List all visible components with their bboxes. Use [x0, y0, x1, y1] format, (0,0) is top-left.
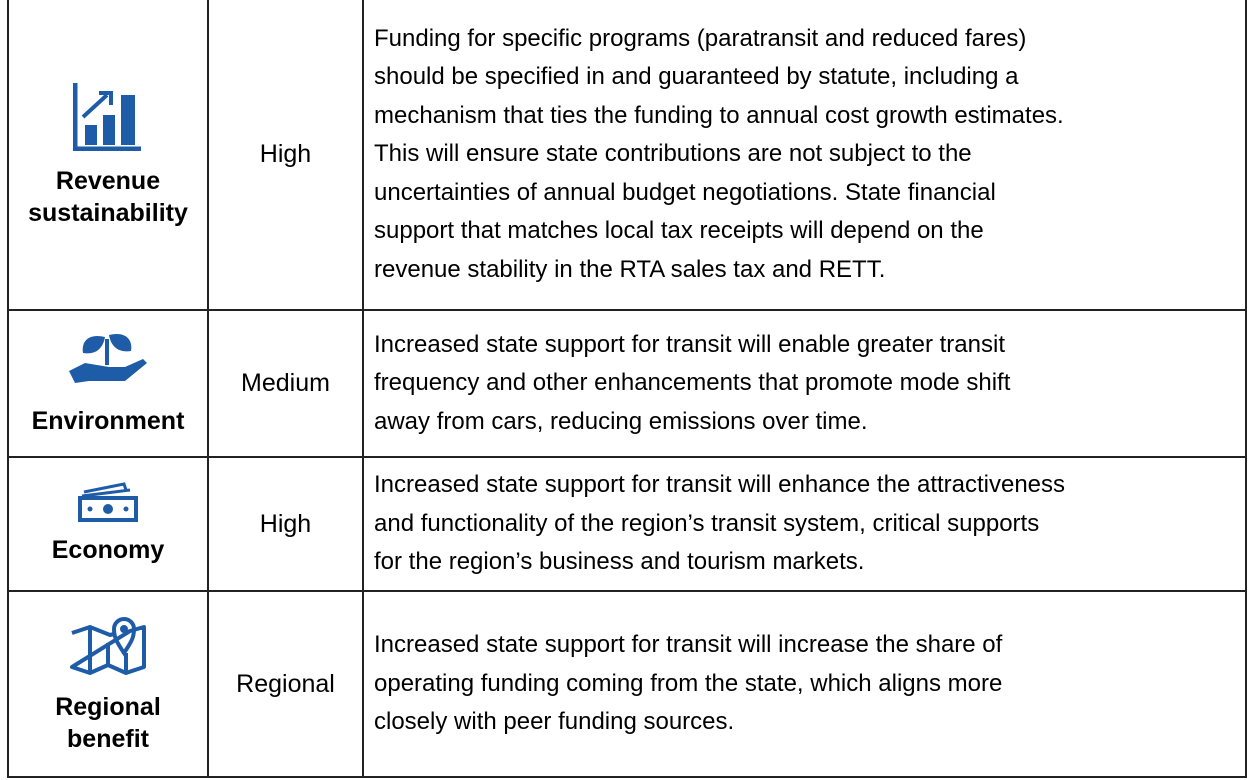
map-icon: [70, 617, 146, 675]
revenue-icon: [73, 82, 141, 151]
description-line: uncertainties of annual budget negotiati…: [374, 178, 996, 206]
table-row: Regional benefit Regional Increased stat…: [7, 590, 1247, 778]
description-cell: Increased state support for transit will…: [362, 590, 1247, 778]
description-line: closely with peer funding sources.: [374, 708, 735, 736]
description-cell: Increased state support for transit will…: [362, 309, 1247, 458]
category-cell: Economy: [7, 456, 209, 592]
category-cell: Environment: [7, 309, 209, 458]
rating-cell: Medium: [207, 309, 364, 458]
economy-icon: [78, 482, 138, 522]
description-line: Increased state support for transit will…: [374, 330, 1005, 358]
description-line: for the region’s business and tourism ma…: [374, 548, 865, 576]
description-line: This will ensure state contributions are…: [374, 140, 972, 168]
category-cell: Revenue sustainability: [7, 0, 209, 311]
table-row: Environment Medium Increased state suppo…: [7, 309, 1247, 458]
table-row: Revenue sustainability High Funding for …: [7, 0, 1247, 311]
category-label: Regional benefit: [55, 693, 161, 753]
description-line: revenue stability in the RTA sales tax a…: [374, 255, 886, 283]
description-line: frequency and other enhancements that pr…: [374, 369, 1011, 397]
description-line: and functionality of the region’s transi…: [374, 509, 1040, 537]
description-line: Increased state support for transit will…: [374, 471, 1066, 499]
environment-icon: [69, 333, 147, 383]
rating-cell: Regional: [207, 590, 364, 778]
category-label: Environment: [31, 406, 185, 435]
description-line: Increased state support for transit will…: [374, 631, 1003, 659]
rating-cell: High: [207, 0, 364, 311]
category-label: Revenue sustainability: [28, 166, 188, 227]
description-cell: Increased state support for transit will…: [362, 456, 1247, 592]
description-line: mechanism that ties the funding to annua…: [374, 101, 1064, 129]
description-line: should be specified in and guaranteed by…: [374, 63, 1019, 91]
description-line: Funding for specific programs (paratrans…: [374, 24, 1027, 52]
rating-cell: High: [207, 456, 364, 592]
table-row: Economy High Increased state support for…: [7, 456, 1247, 592]
description-cell: Funding for specific programs (paratrans…: [362, 0, 1247, 311]
description-line: operating funding coming from the state,…: [374, 669, 1003, 697]
description-line: away from cars, reducing emissions over …: [374, 407, 868, 435]
category-cell: Regional benefit: [7, 590, 209, 778]
category-label: Economy: [51, 536, 165, 564]
description-line: support that matches local tax receipts …: [374, 217, 984, 245]
criteria-table: Revenue sustainability High Funding for …: [7, 0, 1247, 778]
